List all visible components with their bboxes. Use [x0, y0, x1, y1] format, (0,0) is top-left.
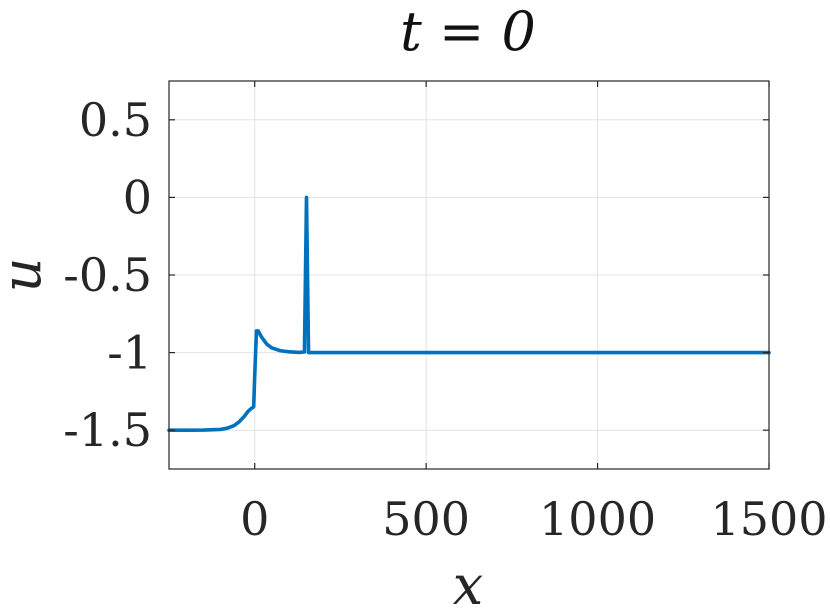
- y-tick-label: -0.5: [63, 248, 152, 302]
- y-axis-title: u: [0, 258, 53, 293]
- x-tick-label: 1500: [710, 492, 827, 546]
- x-tick-label: 500: [382, 492, 470, 546]
- x-axis-title: x: [453, 554, 483, 616]
- y-tick-label: 0.5: [79, 93, 152, 147]
- x-tick-label: 0: [240, 492, 269, 546]
- x-tick-label: 1000: [539, 492, 656, 546]
- y-tick-label: -1.5: [63, 403, 152, 457]
- series-line: [167, 195, 771, 432]
- y-tick-label: 0: [123, 170, 152, 224]
- chart-title: t = 0: [400, 0, 536, 63]
- y-tick-label: -1: [107, 326, 152, 380]
